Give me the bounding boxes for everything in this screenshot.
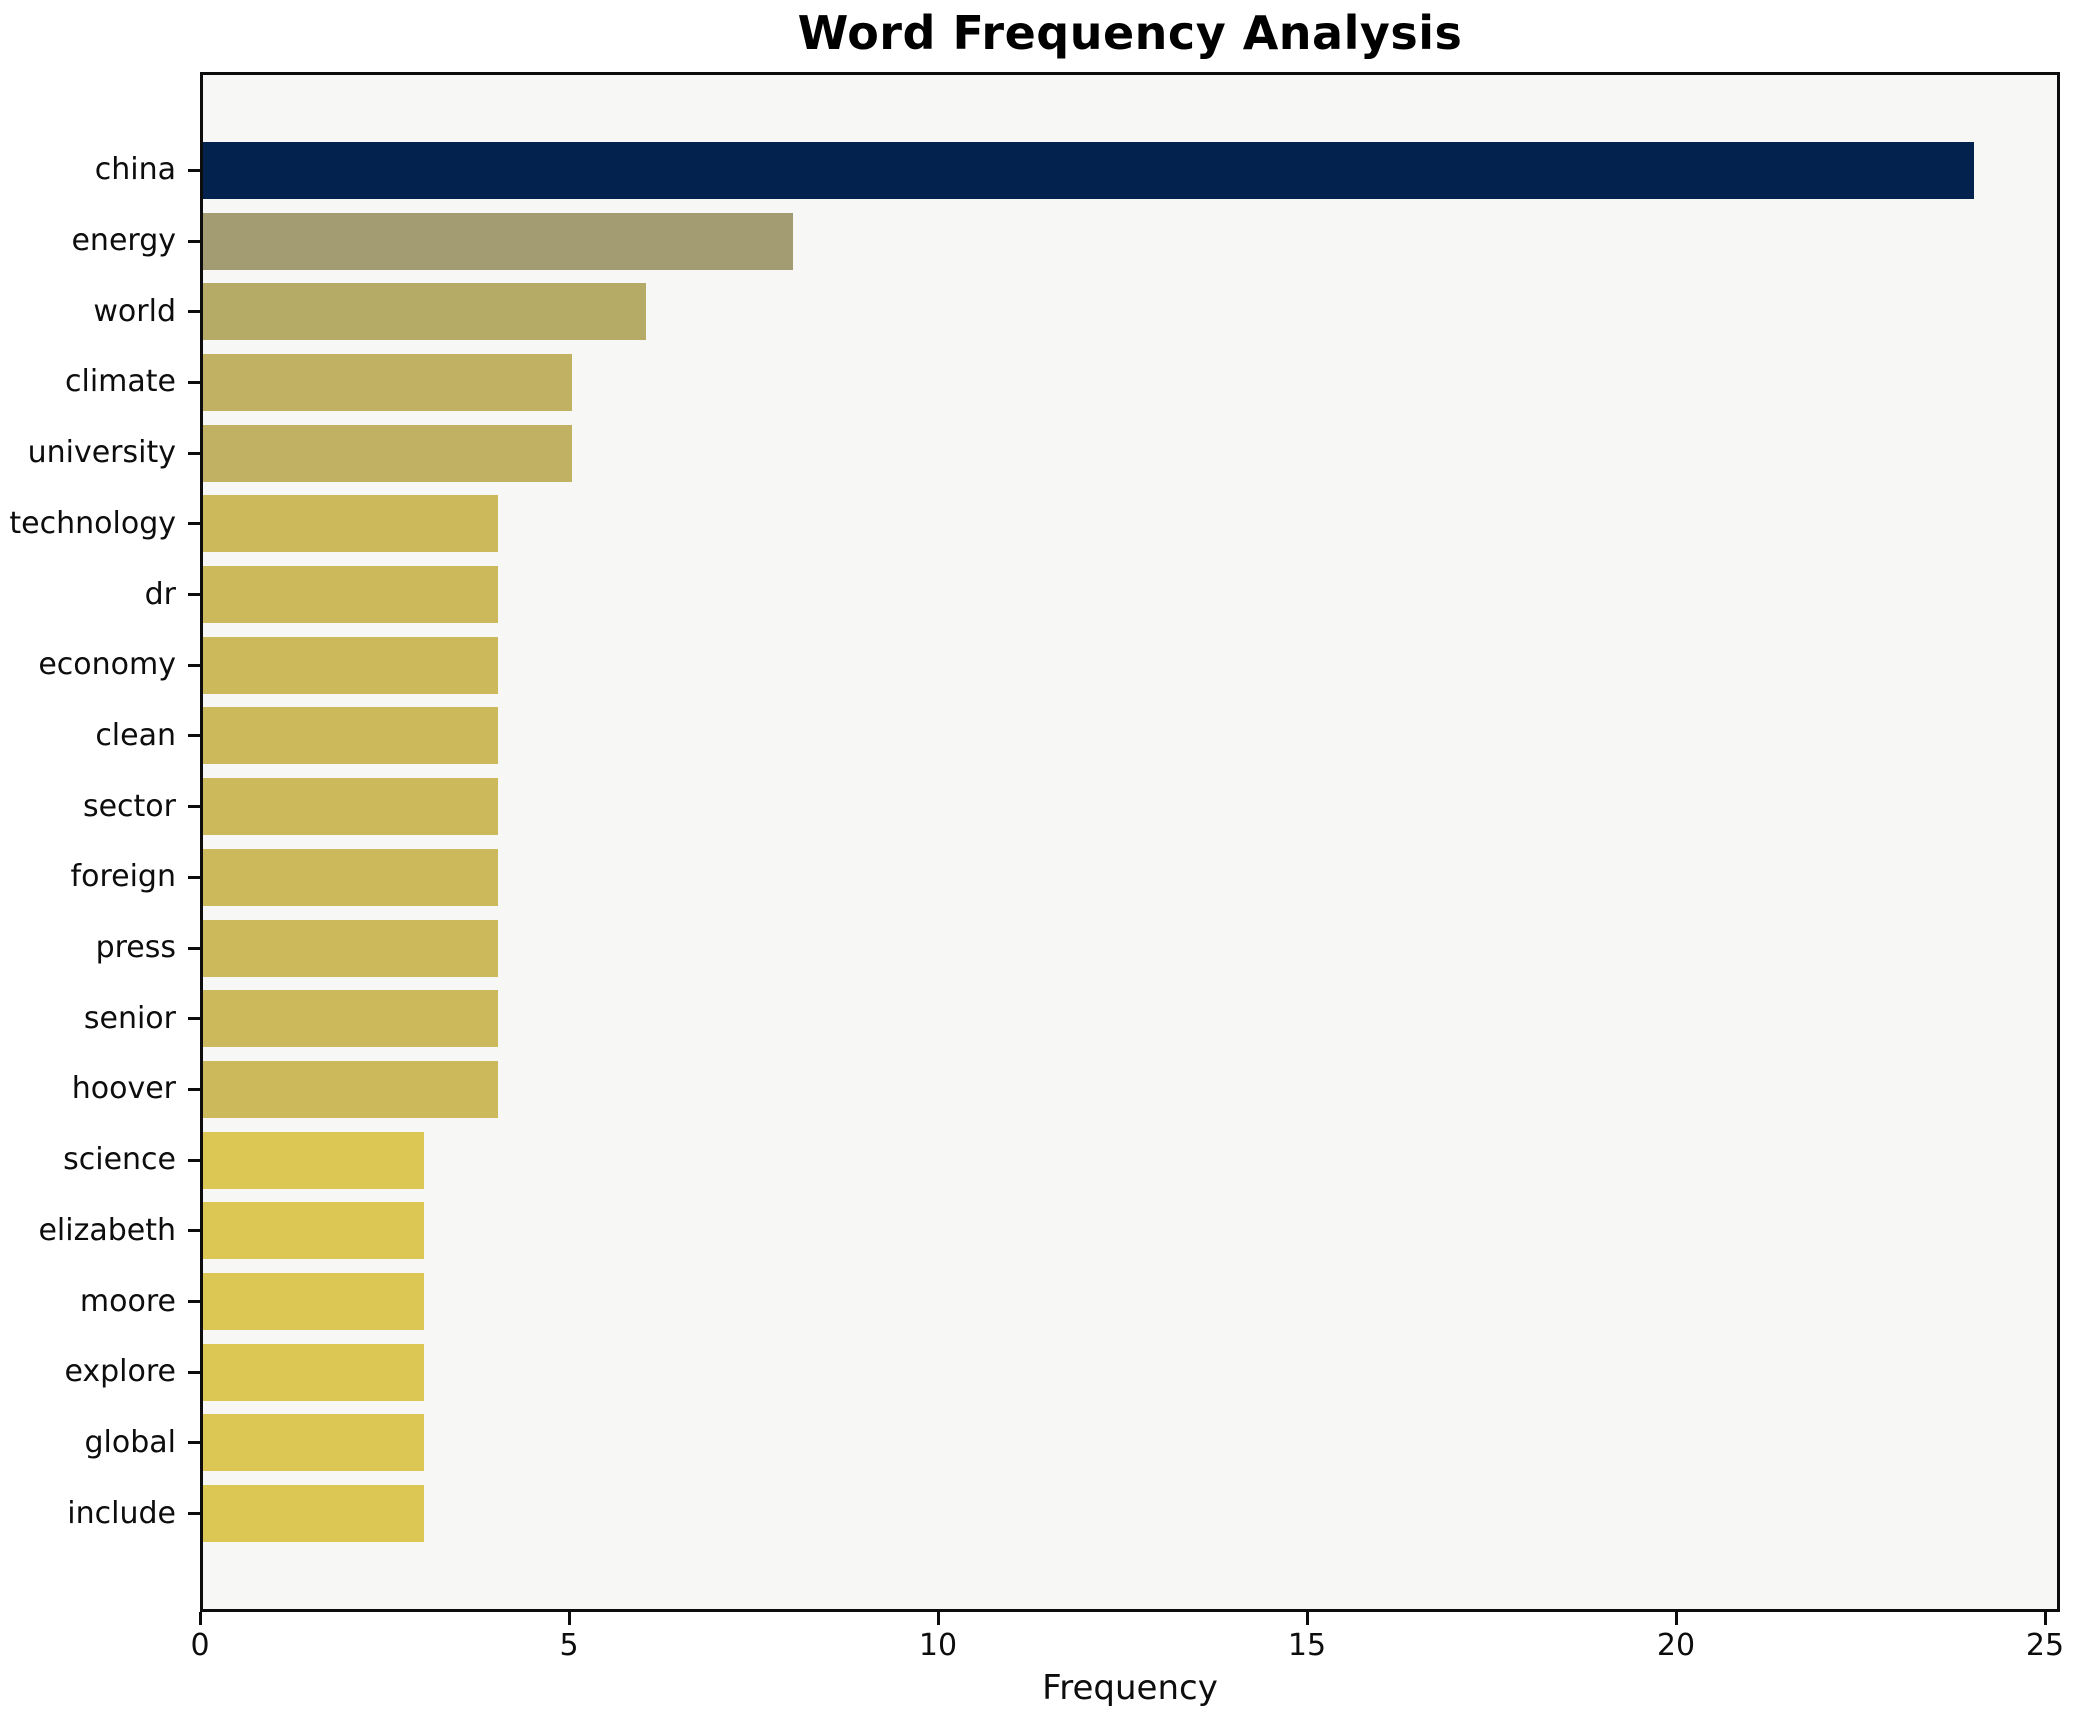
y-tick-press bbox=[188, 946, 200, 950]
bar-climate bbox=[203, 353, 572, 411]
y-tick-label-science: science bbox=[63, 1142, 176, 1178]
y-tick-label-economy: economy bbox=[38, 647, 176, 683]
y-tick-label-world: world bbox=[93, 293, 176, 329]
bar-global bbox=[203, 1414, 425, 1472]
y-tick-foreign bbox=[188, 875, 200, 879]
x-tick-label-10: 10 bbox=[918, 1628, 958, 1663]
y-tick-economy bbox=[188, 663, 200, 667]
y-tick-sector bbox=[188, 805, 200, 809]
chart-title: Word Frequency Analysis bbox=[797, 6, 1463, 60]
x-axis-label: Frequency bbox=[1042, 1668, 1218, 1708]
y-tick-science bbox=[188, 1158, 200, 1162]
y-tick-label-press: press bbox=[95, 930, 176, 966]
bar-sector bbox=[203, 778, 499, 836]
bar-energy bbox=[203, 212, 794, 270]
y-tick-label-elizabeth: elizabeth bbox=[38, 1212, 176, 1248]
y-tick-senior bbox=[188, 1017, 200, 1021]
y-tick-label-foreign: foreign bbox=[70, 859, 176, 895]
x-tick-25 bbox=[2043, 1612, 2047, 1625]
y-tick-climate bbox=[188, 380, 200, 384]
x-tick-label-25: 25 bbox=[2025, 1628, 2065, 1663]
x-axis: 0 5 10 15 20 25 bbox=[190, 1612, 2064, 1722]
y-tick-label-include: include bbox=[67, 1495, 176, 1531]
bar-university bbox=[203, 424, 572, 482]
x-tick-5 bbox=[567, 1612, 571, 1625]
bar-economy bbox=[203, 636, 499, 694]
y-tick-label-senior: senior bbox=[83, 1000, 176, 1036]
y-tick-label-university: university bbox=[27, 435, 176, 471]
y-tick-label-sector: sector bbox=[82, 788, 176, 824]
bar-world bbox=[203, 283, 646, 341]
y-tick-world bbox=[188, 310, 200, 314]
y-tick-china bbox=[188, 168, 200, 172]
bar-elizabeth bbox=[203, 1202, 425, 1260]
y-tick-label-technology: technology bbox=[9, 505, 176, 541]
y-tick-moore bbox=[188, 1300, 200, 1304]
x-tick-0 bbox=[198, 1612, 202, 1625]
x-tick-15 bbox=[1305, 1612, 1309, 1625]
bar-foreign bbox=[203, 848, 499, 906]
bar-include bbox=[203, 1485, 425, 1543]
y-tick-university bbox=[188, 451, 200, 455]
x-tick-label-20: 20 bbox=[1656, 1628, 1696, 1663]
y-tick-dr bbox=[188, 593, 200, 597]
y-tick-global bbox=[188, 1441, 200, 1445]
bar-technology bbox=[203, 495, 499, 553]
bar-hoover bbox=[203, 1060, 499, 1118]
y-tick-energy bbox=[188, 239, 200, 243]
plot-area bbox=[200, 72, 2060, 1612]
bar-science bbox=[203, 1131, 425, 1189]
y-tick-label-clean: clean bbox=[95, 717, 176, 753]
y-tick-elizabeth bbox=[188, 1229, 200, 1233]
y-tick-label-hoover: hoover bbox=[71, 1071, 176, 1107]
bar-press bbox=[203, 919, 499, 977]
y-tick-label-explore: explore bbox=[64, 1354, 176, 1390]
x-tick-20 bbox=[1674, 1612, 1678, 1625]
x-tick-label-0: 0 bbox=[190, 1628, 210, 1663]
y-tick-technology bbox=[188, 522, 200, 526]
bar-china bbox=[203, 141, 1975, 199]
bar-explore bbox=[203, 1343, 425, 1401]
bar-clean bbox=[203, 707, 499, 765]
bar-moore bbox=[203, 1273, 425, 1331]
y-tick-label-moore: moore bbox=[79, 1283, 176, 1319]
y-tick-explore bbox=[188, 1370, 200, 1374]
y-tick-include bbox=[188, 1512, 200, 1516]
y-tick-clean bbox=[188, 734, 200, 738]
x-tick-label-15: 15 bbox=[1287, 1628, 1327, 1663]
y-tick-label-climate: climate bbox=[65, 364, 176, 400]
y-tick-label-china: china bbox=[94, 152, 176, 188]
y-tick-label-energy: energy bbox=[71, 223, 176, 259]
y-tick-label-dr: dr bbox=[144, 576, 176, 612]
bar-dr bbox=[203, 566, 499, 624]
x-tick-10 bbox=[936, 1612, 940, 1625]
bar-senior bbox=[203, 990, 499, 1048]
x-tick-label-5: 5 bbox=[559, 1628, 579, 1663]
y-tick-label-global: global bbox=[84, 1424, 177, 1460]
y-tick-hoover bbox=[188, 1087, 200, 1091]
